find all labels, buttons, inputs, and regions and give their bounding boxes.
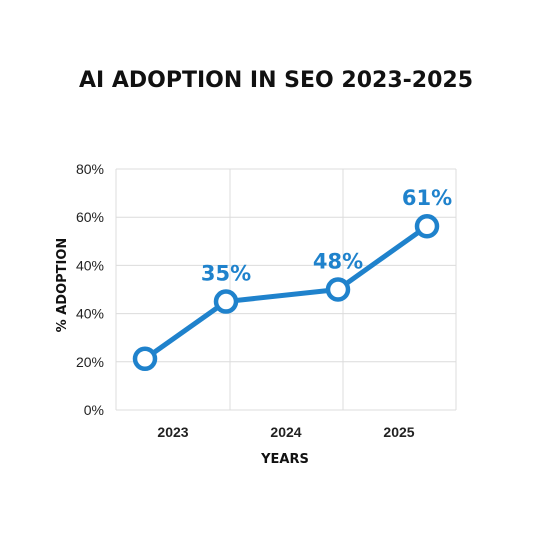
y-tick-label: 40% [76, 306, 104, 322]
data-point [325, 277, 351, 302]
x-tick-label: 2025 [383, 424, 414, 440]
data-label: 35% [201, 262, 251, 286]
x-tick-label: 2024 [270, 424, 301, 440]
x-axis-label: YEARS [260, 452, 309, 467]
y-tick-label: 20% [76, 354, 104, 370]
y-tick-label: 40% [76, 257, 104, 273]
x-tick-labels: 2023 2024 2025 [157, 424, 414, 440]
y-axis-label: % ADOPTION [55, 238, 70, 333]
data-point [213, 289, 239, 314]
y-tick-label: 0% [84, 402, 104, 418]
series-line [142, 223, 430, 362]
data-label: 61% [402, 186, 452, 210]
chart-title: AI ADOPTION IN SEO 2023-2025 [79, 68, 473, 93]
series-line-group: 35% 48% 61% [132, 186, 452, 372]
x-tick-label: 2023 [157, 424, 188, 440]
data-point [414, 213, 440, 239]
data-point [132, 346, 158, 372]
data-label: 48% [313, 250, 363, 274]
y-tick-label: 60% [76, 209, 104, 225]
y-tick-labels: 0% 20% 40% 40% 60% 80% [76, 161, 104, 418]
y-tick-label: 80% [76, 161, 104, 177]
